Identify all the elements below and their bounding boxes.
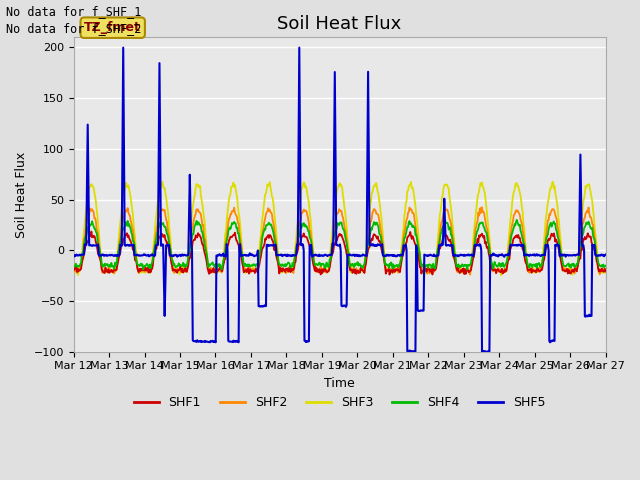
Text: No data for f_SHF_1: No data for f_SHF_1 xyxy=(6,5,142,18)
Text: No data for f_SHF_2: No data for f_SHF_2 xyxy=(6,22,142,35)
Title: Soil Heat Flux: Soil Heat Flux xyxy=(278,15,402,33)
Y-axis label: Soil Heat Flux: Soil Heat Flux xyxy=(15,151,28,238)
Text: TZ_fmet: TZ_fmet xyxy=(84,21,141,34)
X-axis label: Time: Time xyxy=(324,377,355,390)
Legend: SHF1, SHF2, SHF3, SHF4, SHF5: SHF1, SHF2, SHF3, SHF4, SHF5 xyxy=(129,391,550,414)
